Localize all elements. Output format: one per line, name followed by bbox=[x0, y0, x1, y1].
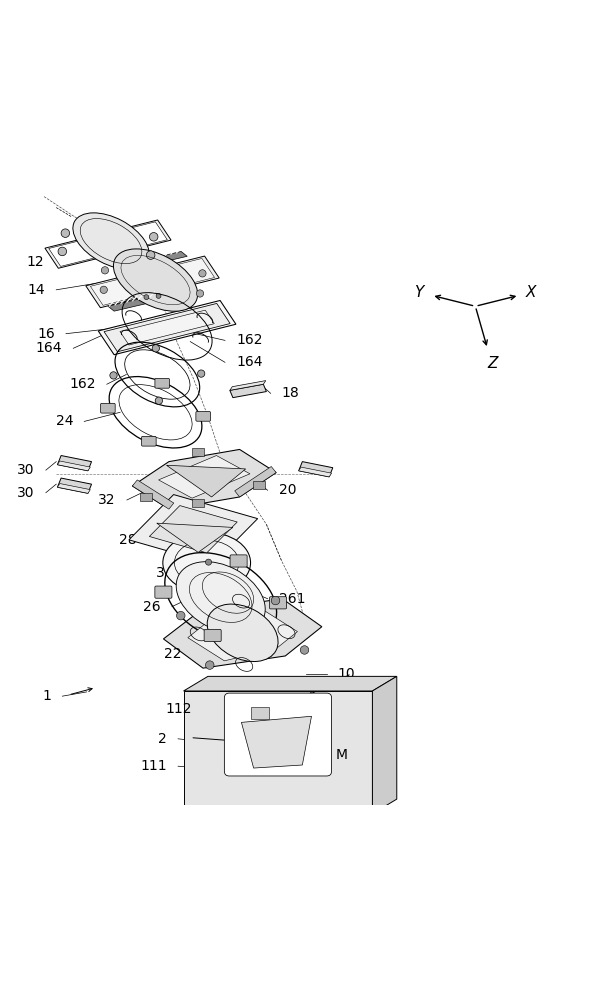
Text: 112: 112 bbox=[165, 702, 192, 716]
Polygon shape bbox=[58, 456, 92, 471]
Polygon shape bbox=[149, 506, 237, 553]
Polygon shape bbox=[184, 676, 397, 691]
Circle shape bbox=[152, 345, 160, 352]
Polygon shape bbox=[120, 310, 214, 345]
FancyBboxPatch shape bbox=[204, 629, 221, 642]
Polygon shape bbox=[58, 484, 91, 493]
FancyBboxPatch shape bbox=[225, 693, 332, 776]
Polygon shape bbox=[49, 222, 167, 266]
Polygon shape bbox=[129, 495, 258, 564]
Text: 1: 1 bbox=[42, 689, 51, 703]
Text: 30: 30 bbox=[17, 486, 35, 500]
Circle shape bbox=[149, 233, 158, 241]
Circle shape bbox=[146, 251, 155, 259]
Polygon shape bbox=[159, 456, 250, 498]
Polygon shape bbox=[299, 462, 333, 477]
Polygon shape bbox=[230, 381, 266, 390]
FancyBboxPatch shape bbox=[269, 597, 286, 609]
Circle shape bbox=[155, 397, 163, 404]
Polygon shape bbox=[99, 300, 236, 355]
Polygon shape bbox=[58, 461, 91, 471]
Ellipse shape bbox=[163, 532, 250, 593]
Text: X: X bbox=[525, 285, 536, 300]
Polygon shape bbox=[188, 608, 297, 661]
Circle shape bbox=[206, 661, 214, 669]
Polygon shape bbox=[132, 449, 276, 509]
Polygon shape bbox=[299, 467, 332, 477]
Circle shape bbox=[198, 370, 205, 377]
Text: 162: 162 bbox=[69, 377, 96, 391]
Polygon shape bbox=[58, 478, 92, 493]
Text: 30: 30 bbox=[17, 463, 35, 477]
Text: 164: 164 bbox=[36, 341, 62, 355]
Bar bbox=[253, 481, 265, 489]
Circle shape bbox=[156, 293, 161, 298]
FancyBboxPatch shape bbox=[100, 403, 115, 413]
Circle shape bbox=[206, 559, 212, 565]
Bar bbox=[192, 499, 204, 507]
Bar bbox=[192, 448, 204, 456]
Text: 261: 261 bbox=[278, 592, 305, 606]
Polygon shape bbox=[157, 523, 233, 552]
Polygon shape bbox=[45, 220, 171, 268]
FancyBboxPatch shape bbox=[141, 436, 156, 446]
Text: 32: 32 bbox=[99, 493, 116, 507]
Text: 28: 28 bbox=[119, 533, 136, 547]
Ellipse shape bbox=[113, 249, 198, 311]
Polygon shape bbox=[163, 599, 322, 668]
Circle shape bbox=[100, 286, 107, 293]
Polygon shape bbox=[241, 716, 312, 768]
Text: 20: 20 bbox=[278, 483, 296, 497]
FancyBboxPatch shape bbox=[155, 378, 170, 388]
Polygon shape bbox=[235, 466, 276, 497]
Text: 18: 18 bbox=[282, 386, 299, 400]
FancyBboxPatch shape bbox=[230, 555, 247, 567]
Ellipse shape bbox=[207, 604, 278, 662]
Text: 111: 111 bbox=[141, 759, 167, 773]
Polygon shape bbox=[184, 691, 373, 814]
Text: 16: 16 bbox=[37, 327, 55, 341]
Circle shape bbox=[102, 267, 108, 274]
Polygon shape bbox=[184, 814, 373, 838]
Text: 10: 10 bbox=[338, 667, 356, 681]
Text: 24: 24 bbox=[56, 414, 73, 428]
Circle shape bbox=[58, 247, 67, 256]
Circle shape bbox=[110, 372, 117, 379]
FancyBboxPatch shape bbox=[196, 411, 211, 421]
Circle shape bbox=[144, 295, 149, 300]
Text: Z: Z bbox=[487, 356, 498, 371]
Polygon shape bbox=[104, 303, 230, 352]
Ellipse shape bbox=[73, 213, 149, 269]
Circle shape bbox=[196, 290, 204, 297]
Bar bbox=[140, 493, 152, 501]
Polygon shape bbox=[373, 676, 397, 814]
Polygon shape bbox=[135, 251, 187, 267]
Text: 164: 164 bbox=[236, 355, 263, 369]
Polygon shape bbox=[108, 295, 161, 311]
Text: 3: 3 bbox=[156, 566, 165, 580]
FancyBboxPatch shape bbox=[155, 586, 172, 598]
Bar bbox=[250, 707, 269, 719]
Text: 12: 12 bbox=[26, 255, 44, 269]
Text: 162: 162 bbox=[236, 333, 263, 347]
Circle shape bbox=[176, 611, 185, 620]
Text: M: M bbox=[335, 748, 347, 762]
Polygon shape bbox=[86, 256, 219, 308]
Text: 14: 14 bbox=[28, 283, 45, 297]
Circle shape bbox=[300, 646, 309, 654]
Circle shape bbox=[61, 229, 70, 237]
Polygon shape bbox=[230, 384, 266, 398]
Circle shape bbox=[271, 596, 280, 605]
Text: 2: 2 bbox=[159, 732, 167, 746]
Circle shape bbox=[199, 270, 206, 277]
Text: 22: 22 bbox=[163, 647, 181, 661]
Text: 26: 26 bbox=[143, 600, 161, 614]
Polygon shape bbox=[132, 480, 174, 509]
Polygon shape bbox=[91, 258, 215, 305]
Ellipse shape bbox=[176, 562, 265, 633]
Text: Y: Y bbox=[414, 285, 424, 300]
Polygon shape bbox=[166, 465, 245, 497]
